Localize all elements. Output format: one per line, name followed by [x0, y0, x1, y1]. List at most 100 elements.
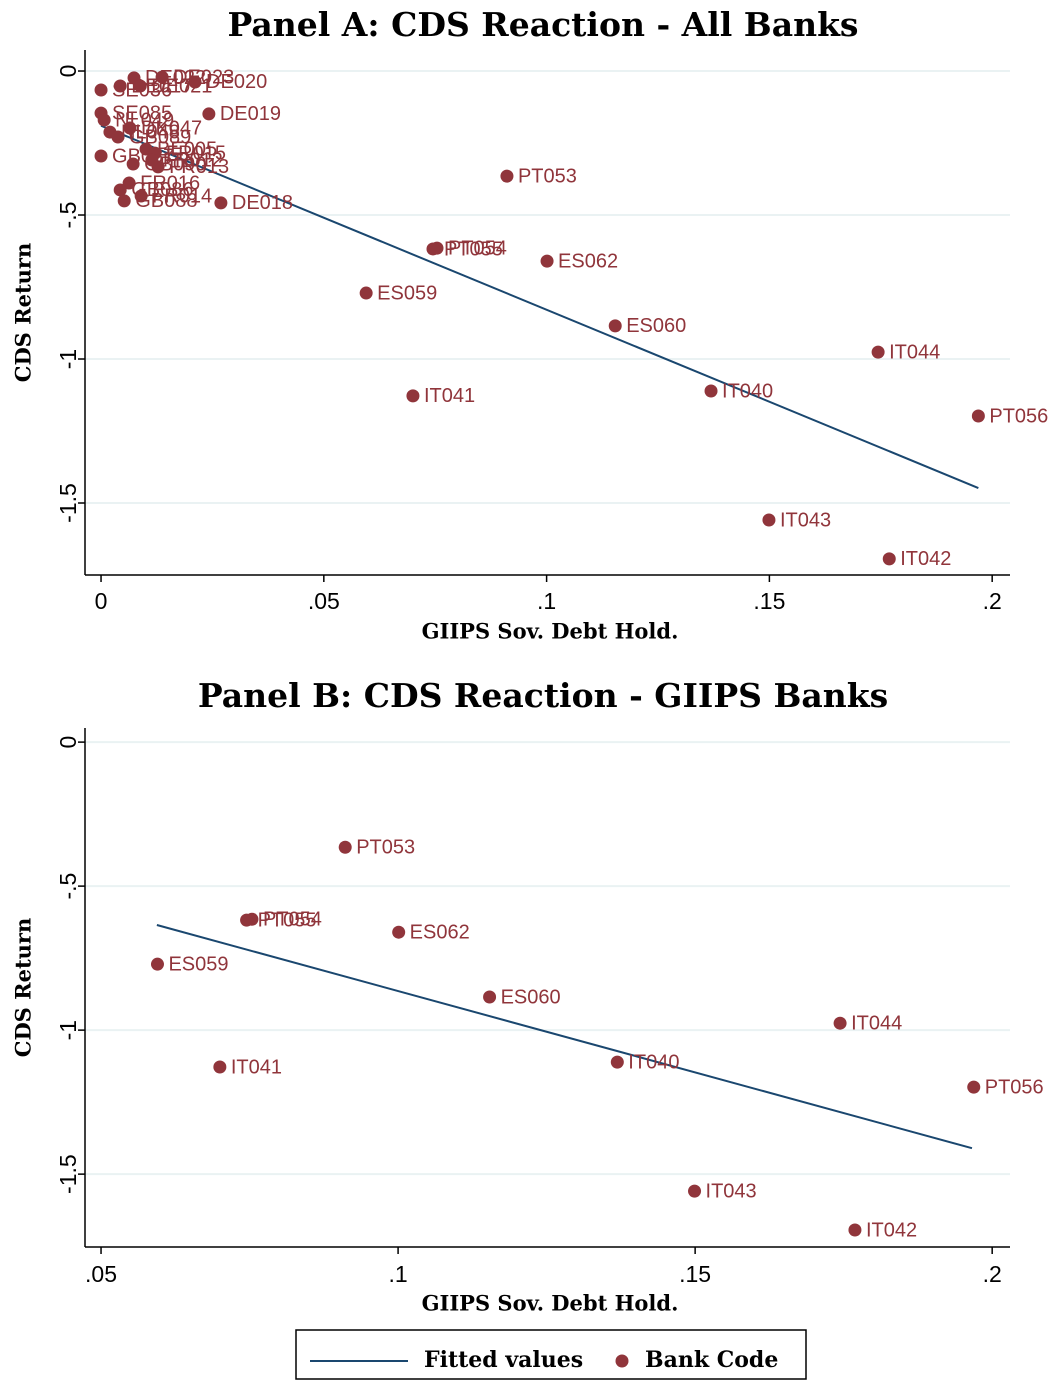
- point-label: IT043: [706, 1180, 757, 1202]
- point-label: GB088: [135, 190, 197, 212]
- point-label: BE005: [157, 138, 217, 160]
- x-tick-label: .15: [679, 1261, 711, 1287]
- point: [133, 79, 147, 93]
- point-label: ES059: [168, 953, 228, 975]
- point: [338, 840, 352, 854]
- fit-line: [156, 924, 973, 1150]
- legend-label: Fitted values: [424, 1347, 583, 1373]
- point-label: FR013: [169, 156, 229, 178]
- point: [608, 319, 622, 333]
- y-tick-label: -1.5: [55, 1154, 81, 1194]
- x-tick-label: .1: [388, 1261, 407, 1287]
- point-label: IT042: [900, 548, 951, 570]
- point: [406, 389, 420, 403]
- point-label: ES062: [558, 250, 618, 272]
- point: [122, 176, 136, 190]
- point: [94, 149, 108, 163]
- point: [359, 286, 373, 300]
- point: [126, 157, 140, 171]
- x-tick-label: .1: [537, 588, 556, 614]
- point: [848, 1223, 862, 1237]
- point: [392, 925, 406, 939]
- point-label: IT042: [866, 1219, 917, 1241]
- point: [213, 1060, 227, 1074]
- x-tick-label: .2: [983, 588, 1002, 614]
- point-label: FR014: [152, 185, 212, 207]
- point-label: FR015: [166, 142, 226, 164]
- point-label: PT054: [263, 909, 322, 931]
- y-tick-label: -.5: [55, 873, 81, 900]
- point-label: ES060: [501, 986, 561, 1008]
- point: [113, 79, 127, 93]
- y-tick-label: 0: [55, 65, 81, 78]
- point: [240, 913, 254, 927]
- point: [610, 1055, 624, 1069]
- legend-marker: [615, 1354, 629, 1368]
- x-tick-label: .2: [983, 1261, 1002, 1287]
- point: [134, 189, 148, 203]
- point: [540, 254, 554, 268]
- y-tick-label: -.5: [55, 202, 81, 229]
- point: [150, 957, 164, 971]
- point-label: SE085: [112, 102, 172, 124]
- point: [967, 1080, 981, 1094]
- point-label: PT053: [518, 165, 577, 187]
- point-label: PT054: [448, 237, 507, 259]
- point-label: IT041: [424, 385, 475, 407]
- chart-title: Panel A: CDS Reaction - All Banks: [227, 5, 858, 44]
- point-label: PT056: [985, 1076, 1044, 1098]
- x-tick-label: 0: [95, 588, 108, 614]
- point: [97, 113, 111, 127]
- point-label: IT043: [780, 509, 831, 531]
- point-label: DK047: [141, 117, 202, 139]
- point-label: ES059: [377, 282, 437, 304]
- y-axis-label: CDS Return: [11, 918, 36, 1058]
- legend-box: [295, 1329, 807, 1380]
- point-label: DE018: [232, 192, 293, 214]
- point-label: PT055: [444, 238, 503, 260]
- legend-label: Bank Code: [645, 1347, 778, 1373]
- point-label: IT040: [628, 1051, 679, 1073]
- point-label: PT056: [989, 405, 1048, 427]
- point: [882, 552, 896, 566]
- point-label: DE019: [220, 103, 281, 125]
- point-label: PT055: [258, 909, 317, 931]
- point: [688, 1184, 702, 1198]
- x-tick-label: .05: [308, 588, 340, 614]
- point: [500, 169, 514, 183]
- x-axis-label: GIIPS Sov. Debt Hold.: [422, 1291, 679, 1316]
- point-label: IT040: [722, 380, 773, 402]
- point: [188, 75, 202, 89]
- y-tick-label: -1: [55, 1020, 81, 1040]
- point: [113, 183, 127, 197]
- point-label: IT044: [889, 341, 940, 363]
- y-tick-label: -1.5: [55, 483, 81, 523]
- point: [117, 194, 131, 208]
- point: [123, 121, 137, 135]
- point: [704, 384, 718, 398]
- y-axis-label: CDS Return: [11, 243, 36, 383]
- point: [94, 83, 108, 97]
- point-label: IT041: [231, 1056, 282, 1078]
- point: [155, 70, 169, 84]
- point-label: IT044: [851, 1012, 902, 1034]
- point-label: DE017: [131, 75, 192, 97]
- x-axis-label: GIIPS Sov. Debt Hold.: [422, 619, 679, 644]
- point: [483, 990, 497, 1004]
- point-label: ES062: [410, 921, 470, 943]
- y-tick-label: -1: [55, 349, 81, 369]
- point-label: DE021: [151, 75, 212, 97]
- point: [145, 153, 159, 167]
- point-label: PT053: [356, 837, 415, 859]
- point: [214, 196, 228, 210]
- point: [111, 130, 125, 144]
- point: [871, 345, 885, 359]
- point-label: ES060: [626, 315, 686, 337]
- point: [202, 107, 216, 121]
- point: [762, 513, 776, 527]
- x-tick-label: .05: [85, 1261, 117, 1287]
- point-label: DE020: [206, 71, 267, 93]
- point: [833, 1016, 847, 1030]
- point: [426, 242, 440, 256]
